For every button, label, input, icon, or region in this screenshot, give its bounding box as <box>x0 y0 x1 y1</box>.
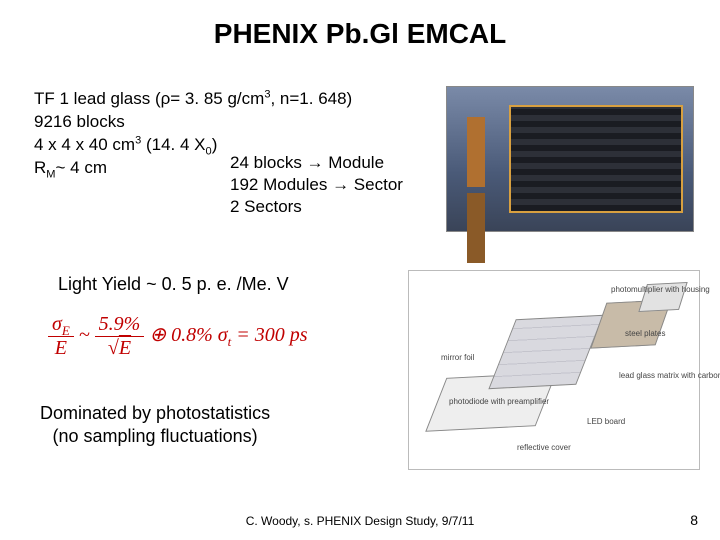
dominated-l1: Dominated by photostatistics <box>40 402 270 425</box>
arrow-icon: → <box>332 175 349 194</box>
slide-title: PHENIX Pb.Gl EMCAL <box>0 18 720 50</box>
diagram-label-photodiode: photodiode with preamplifier <box>449 397 549 406</box>
frac-5p9-over-sqrtE: 5.9% √E <box>95 314 145 359</box>
spec-line-1: TF 1 lead glass (ρ= 3. 85 g/cm3, n=1. 64… <box>34 88 352 111</box>
module-diagram: photomultiplier with housing steel plate… <box>408 270 700 470</box>
pct-top: 5.9% <box>95 314 145 337</box>
diagram-label-matrix: lead glass matrix with carbon fibre/epox… <box>619 371 720 380</box>
spec3-post: ) <box>212 135 218 154</box>
approx: ~ <box>79 324 95 346</box>
unit-ps: ps <box>290 324 308 346</box>
resolution-formula: σE E ~ 5.9% √E ⊕ 0.8% σt = 300 ps <box>48 314 308 359</box>
spec1-pre: TF 1 lead glass ( <box>34 89 161 108</box>
footer-center: C. Woody, s. PHENIX Design Study, 9/7/11 <box>0 514 720 528</box>
arrow-icon: → <box>307 153 324 172</box>
h2b: Sector <box>349 175 403 194</box>
spec-line-2: 9216 blocks <box>34 111 352 134</box>
sqrt-E: E <box>119 337 131 359</box>
diagram-label-cover: reflective cover <box>517 443 571 452</box>
sigma-E: σ <box>52 313 62 335</box>
sector-photo <box>446 86 694 232</box>
hier-line-1: 24 blocks → Module <box>230 152 403 174</box>
h2a: 192 Modules <box>230 175 332 194</box>
spec1-post: , n=1. 648) <box>270 89 352 108</box>
dominated-text: Dominated by photostatistics (no samplin… <box>40 402 270 447</box>
page-number: 8 <box>690 512 698 528</box>
sigma-t: σ <box>218 324 228 346</box>
h1b: Module <box>324 153 384 172</box>
hier-line-3: 2 Sectors <box>230 196 403 218</box>
spec3-mid: (14. 4 X <box>141 135 205 154</box>
dominated-l2: (no sampling fluctuations) <box>40 425 270 448</box>
sigma-E-sub: E <box>62 323 70 338</box>
spec4-post: ~ 4 cm <box>55 158 107 177</box>
denom-E: E <box>48 337 74 359</box>
spec1-mid: = 3. 85 g/cm <box>170 89 264 108</box>
diagram-leadglass-matrix <box>488 315 603 389</box>
hierarchy-block: 24 blocks → Module 192 Modules → Sector … <box>230 152 403 218</box>
frac-sigmaE-over-E: σE E <box>48 314 74 359</box>
diagram-label-mirror: mirror foil <box>441 353 474 362</box>
hier-line-2: 192 Modules → Sector <box>230 174 403 196</box>
spec3-pre: 4 x 4 x 40 cm <box>34 135 135 154</box>
sqrt-icon: √ <box>108 337 119 359</box>
h1a: 24 blocks <box>230 153 307 172</box>
diagram-label-steel: steel plates <box>625 329 665 338</box>
eq-300: = 300 <box>231 324 290 346</box>
diagram-label-pmt: photomultiplier with housing <box>611 285 710 294</box>
oplus-term: ⊕ 0.8% <box>149 324 217 346</box>
light-yield-text: Light Yield ~ 0. 5 p. e. /Me. V <box>58 274 289 295</box>
rho-symbol: ρ <box>161 89 171 108</box>
diagram-label-led: LED board <box>587 417 625 426</box>
spec4-pre: R <box>34 158 46 177</box>
